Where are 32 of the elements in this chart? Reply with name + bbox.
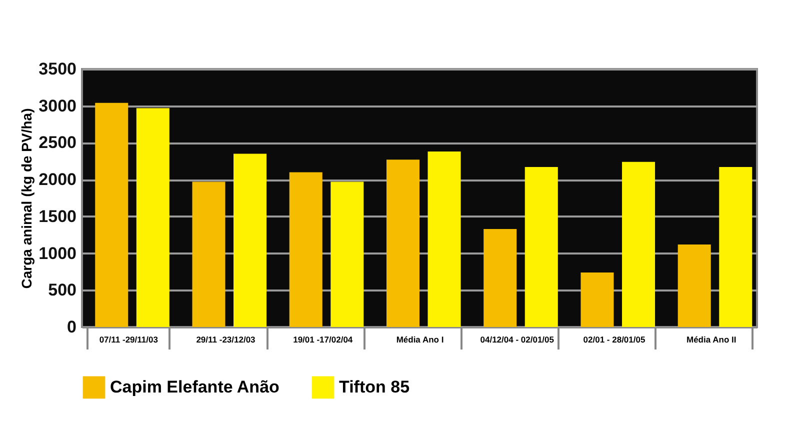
- y-tick-label: 2000: [38, 170, 76, 190]
- y-tick-label: 3500: [38, 60, 76, 78]
- x-tick-label: 19/01 -17/02/04: [293, 334, 353, 344]
- bar: [234, 154, 267, 327]
- x-tick-label: Média Ano I: [396, 334, 444, 344]
- x-tick-label: Média Ano II: [686, 334, 736, 344]
- bar: [524, 167, 558, 327]
- y-tick-label: 1500: [38, 206, 76, 226]
- bar: [289, 172, 322, 327]
- bar: [95, 102, 128, 327]
- x-tick-label: 02/01 - 28/01/05: [583, 334, 646, 344]
- y-tick-label: 0: [67, 318, 76, 336]
- y-axis-title: Carga animal (kg de PV/ha): [18, 108, 35, 289]
- x-tick-label: 04/12/04 - 02/01/05: [480, 334, 554, 344]
- y-tick-label: 3000: [38, 96, 76, 116]
- bar: [678, 244, 711, 327]
- bar: [136, 108, 170, 327]
- x-tick-label: 29/11 -23/12/03: [196, 334, 256, 344]
- bar: [580, 272, 614, 327]
- y-tick-label: 2500: [38, 133, 76, 152]
- bar: [719, 167, 752, 327]
- bar: [428, 152, 461, 327]
- y-tick-label: 1000: [38, 244, 76, 263]
- bar: [386, 160, 420, 327]
- x-tick-label: 07/11 -29/11/03: [99, 334, 158, 344]
- legend-label: Capim Elefante Anão: [110, 377, 280, 396]
- bar: [622, 162, 656, 327]
- bar: [330, 182, 364, 327]
- bar: [192, 182, 226, 327]
- y-tick-label: 500: [48, 280, 76, 300]
- bar: [484, 228, 517, 327]
- legend-label: Tifton 85: [339, 377, 410, 396]
